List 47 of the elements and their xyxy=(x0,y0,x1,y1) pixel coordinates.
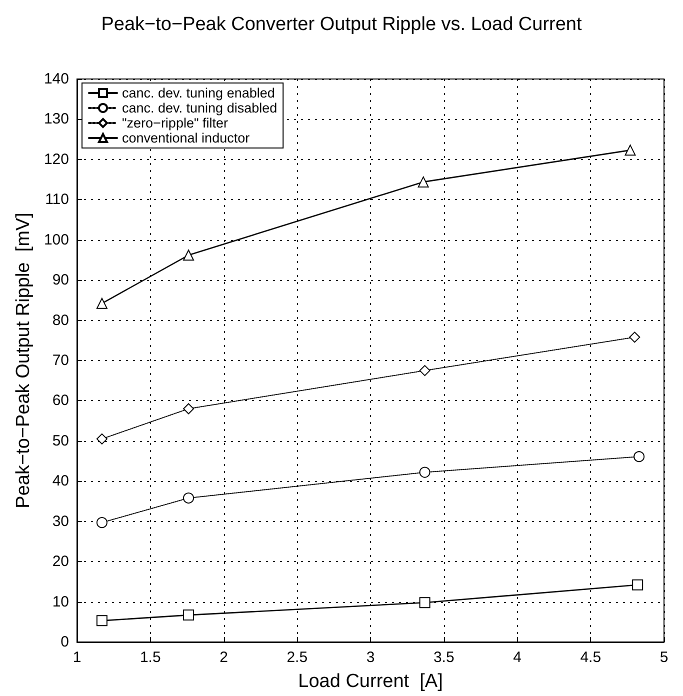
point xyxy=(629,332,640,343)
y-tick-label: 120 xyxy=(44,150,69,168)
y-tick-label: 130 xyxy=(44,110,69,128)
x-tick-label: 4 xyxy=(513,649,522,666)
point xyxy=(634,451,645,462)
x-tick-label: 3 xyxy=(366,649,375,666)
y-tick-label: 30 xyxy=(52,512,69,530)
legend-label: canc. dev. tuning disabled xyxy=(122,100,278,116)
legend-label: "zero−ripple" filter xyxy=(122,116,229,130)
x-tick-label: 1.5 xyxy=(140,649,161,666)
point xyxy=(419,597,430,608)
legend-label: canc. dev. tuning enabled xyxy=(122,86,275,100)
y-tick-label: 70 xyxy=(52,352,69,369)
y-tick-label: 0 xyxy=(60,634,69,650)
x-axis-title: Load Current [A] xyxy=(298,671,443,692)
x-tick-label: 2.5 xyxy=(286,649,308,666)
y-tick-label: 40 xyxy=(52,472,69,490)
y-tick-label: 140 xyxy=(44,70,69,88)
y-tick-label: 50 xyxy=(52,432,69,450)
point xyxy=(183,492,194,504)
y-axis-title: Peak−to−Peak Output Ripple [mV] xyxy=(13,212,34,508)
chart-title: Peak−to−Peak Converter Output Ripple vs. Load Current xyxy=(101,14,582,35)
y-tick-label: 110 xyxy=(45,191,69,208)
y-tick-label: 90 xyxy=(52,272,69,289)
x-tick-label: 4.5 xyxy=(580,649,602,666)
x-tick-label: 1 xyxy=(72,649,82,666)
y-tick-label: 60 xyxy=(52,392,69,410)
point xyxy=(419,365,430,376)
point xyxy=(183,610,194,621)
y-tick-label: 10 xyxy=(52,593,69,610)
point xyxy=(183,403,194,414)
point xyxy=(183,250,194,261)
x-tick-label: 3.5 xyxy=(433,649,454,666)
legend-label: conventional inductor xyxy=(122,130,250,146)
x-tick-label: 2 xyxy=(220,649,228,666)
y-tick-label: 100 xyxy=(44,231,69,248)
point xyxy=(419,466,430,478)
point xyxy=(96,615,108,626)
point xyxy=(624,144,636,156)
y-tick-label: 80 xyxy=(52,312,69,329)
y-tick-label: 20 xyxy=(52,553,69,570)
x-tick-label: 5 xyxy=(660,649,668,666)
point xyxy=(96,517,108,528)
point xyxy=(96,433,108,444)
point xyxy=(632,579,644,590)
point xyxy=(418,176,429,188)
point xyxy=(96,298,108,309)
